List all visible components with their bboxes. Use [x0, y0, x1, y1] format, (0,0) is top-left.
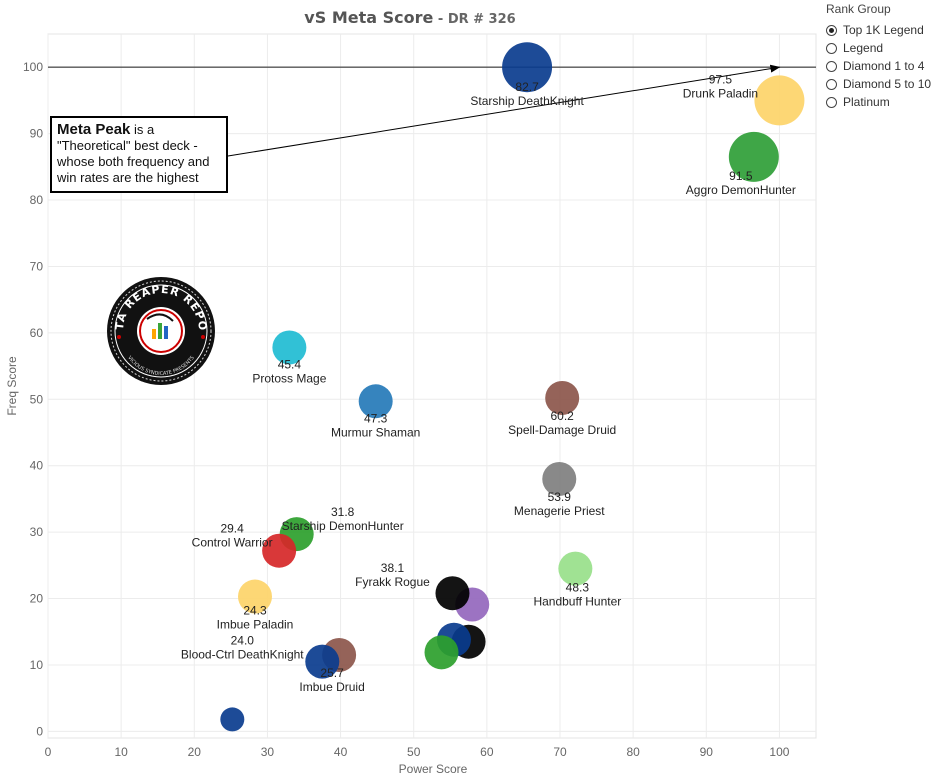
scatter-point [558, 551, 593, 586]
meta-peak-arrow [227, 64, 781, 157]
x-tick-label: 30 [261, 745, 275, 759]
point-score-label: 24.0 [231, 634, 255, 648]
point-score-label: 53.9 [548, 490, 572, 504]
legend-option-label: Diamond 1 to 4 [843, 59, 925, 73]
scatter-point [262, 533, 297, 568]
point-name-label: Fyrakk Rogue [355, 575, 430, 589]
legend-option-label: Top 1K Legend [843, 23, 924, 37]
point-name-label: Handbuff Hunter [533, 595, 621, 609]
x-tick-label: 100 [769, 745, 789, 759]
scatter-point [272, 330, 307, 365]
legend-title: Rank Group [826, 2, 891, 16]
legend-option-platinum[interactable]: Platinum [826, 93, 938, 111]
callout-title: Meta Peak [57, 121, 131, 138]
x-tick-label: 50 [407, 745, 421, 759]
scatter-point [424, 635, 459, 670]
x-tick-label: 90 [700, 745, 714, 759]
legend-option-label: Platinum [843, 95, 890, 109]
scatter-point [435, 576, 470, 611]
point-score-label: 82.7 [515, 80, 539, 94]
y-tick-label: 20 [30, 592, 44, 606]
scatter-point [305, 644, 340, 679]
callout-text: is a "Theoretical" best deck - whose bot… [57, 122, 210, 185]
point-score-label: 25.7 [320, 666, 344, 680]
radio-icon[interactable] [826, 96, 837, 108]
y-tick-label: 40 [30, 459, 44, 473]
y-axis-label: Freq Score [5, 356, 19, 416]
data-points [220, 42, 805, 732]
legend-option-label: Legend [843, 41, 884, 55]
point-name-label: Imbue Druid [299, 680, 364, 694]
point-score-label: 60.2 [551, 409, 575, 423]
x-tick-label: 70 [553, 745, 567, 759]
point-name-label: Aggro DemonHunter [686, 183, 796, 197]
y-tick-label: 10 [30, 658, 44, 672]
x-tick-label: 20 [188, 745, 202, 759]
x-tick-label: 10 [114, 745, 128, 759]
point-score-label: 97.5 [709, 72, 733, 86]
point-score-label: 48.3 [566, 581, 590, 595]
point-name-label: Menagerie Priest [514, 504, 605, 518]
point-name-label: Drunk Paladin [683, 86, 758, 100]
radio-icon[interactable] [826, 78, 837, 90]
y-tick-label: 0 [36, 724, 43, 738]
radio-icon[interactable] [826, 60, 837, 72]
x-tick-label: 40 [334, 745, 348, 759]
point-score-label: 24.3 [243, 604, 267, 618]
scatter-point [358, 384, 393, 419]
point-name-label: Protoss Mage [252, 371, 326, 385]
point-score-label: 38.1 [381, 561, 405, 575]
x-axis-label: Power Score [399, 762, 468, 776]
point-name-label: Murmur Shaman [331, 425, 420, 439]
y-tick-label: 50 [30, 392, 44, 406]
point-name-label: Control Warrior [192, 536, 273, 550]
point-name-label: Blood-Ctrl DeathKnight [181, 648, 304, 662]
point-score-label: 31.8 [331, 505, 355, 519]
y-tick-label: 90 [30, 127, 44, 141]
meta-peak-callout: Meta Peak is a "Theoretical" best deck -… [50, 116, 228, 193]
x-tick-label: 60 [480, 745, 494, 759]
legend-option-diamond-5-to-10[interactable]: Diamond 5 to 10 [826, 75, 938, 93]
point-name-label: Spell-Damage Druid [508, 423, 616, 437]
point-name-label: Starship DemonHunter [282, 519, 404, 533]
legend-option-diamond-1-to-4[interactable]: Diamond 1 to 4 [826, 57, 938, 75]
scatter-point [220, 707, 245, 732]
point-name-label: Imbue Paladin [217, 618, 294, 632]
y-tick-label: 80 [30, 193, 44, 207]
axis-ticks: 0 10 20 30 40 50 60 70 80 90 100 0 10 20 30 40 50 60 70 80 9… [23, 60, 790, 759]
point-score-label: 47.3 [364, 411, 388, 425]
scatter-point [542, 461, 577, 496]
scatter-point [545, 380, 580, 415]
x-tick-label: 80 [626, 745, 640, 759]
point-score-label: 29.4 [220, 522, 244, 536]
x-tick-label: 0 [45, 745, 52, 759]
scatter-point [754, 75, 805, 126]
scatter-point [502, 42, 553, 93]
legend-option-label: Diamond 5 to 10 [843, 77, 932, 91]
y-tick-label: 30 [30, 525, 44, 539]
y-tick-label: 60 [30, 326, 44, 340]
scatter-point [728, 131, 779, 182]
radio-icon[interactable] [826, 42, 837, 54]
rank-group-legend: Rank Group Top 1K Legend Legend Diamond … [826, 2, 938, 111]
y-tick-label: 70 [30, 259, 44, 273]
point-score-label: 91.5 [729, 169, 753, 183]
legend-option-legend[interactable]: Legend [826, 39, 938, 57]
radio-selected-icon[interactable] [826, 24, 837, 36]
data-reaper-logo: DATA REAPER REPORT VICIOUS SYNDICATE PRE… [107, 277, 215, 385]
point-score-label: 45.4 [278, 357, 302, 371]
legend-option-top-1k-legend[interactable]: Top 1K Legend [826, 21, 938, 39]
y-tick-label: 100 [23, 60, 43, 74]
chart-title: vS Meta Score - DR # 326 [304, 8, 515, 27]
scatter-point [237, 579, 272, 614]
point-name-label: Starship DeathKnight [470, 94, 584, 108]
